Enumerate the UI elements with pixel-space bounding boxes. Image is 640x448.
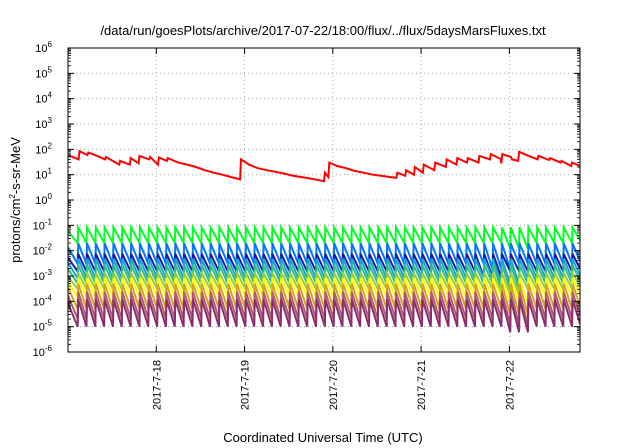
y-axis-label-main: protons/cm — [8, 199, 23, 263]
series-line-1 — [68, 149, 580, 183]
y-tick-exponent: -1 — [45, 217, 53, 226]
y-tick-exponent: 1 — [48, 167, 53, 176]
y-tick-exponent: 2 — [48, 141, 53, 150]
y-axis-label: protons/cm2-s-sr-MeV — [8, 137, 23, 263]
y-tick-label: 100 — [35, 192, 52, 207]
x-axis-label: Coordinated Universal Time (UTC) — [223, 430, 422, 445]
y-axis-label-tail: -s-sr-MeV — [8, 137, 23, 194]
y-tick-base: 10 — [35, 68, 47, 80]
chart-title: /data/run/goesPlots/archive/2017-07-22/1… — [100, 23, 546, 38]
y-tick-exponent: 0 — [48, 192, 53, 201]
y-tick-label: 101 — [35, 167, 52, 182]
x-tick-label: 2017-7-22 — [504, 360, 516, 410]
x-tick-label: 2017-7-19 — [240, 360, 252, 410]
y-tick-label: 103 — [35, 116, 52, 131]
y-tick-base: 10 — [33, 347, 45, 359]
y-tick-exponent: -5 — [45, 319, 53, 328]
y-tick-base: 10 — [33, 322, 45, 334]
y-tick-base: 10 — [35, 43, 47, 55]
y-tick-base: 10 — [33, 220, 45, 232]
series-line-2 — [68, 223, 580, 250]
series-layer — [68, 149, 580, 333]
y-tick-base: 10 — [33, 271, 45, 283]
y-tick-label: 10-5 — [33, 319, 53, 334]
y-tick-label: 106 — [35, 40, 52, 55]
x-tick-labels: 2017-7-18 2017-7-19 2017-7-20 2017-7-21 2017… — [151, 360, 516, 410]
y-tick-label: 10-3 — [33, 268, 53, 283]
y-tick-exponent: -6 — [45, 344, 53, 353]
y-tick-label: 104 — [35, 91, 52, 106]
y-tick-label: 105 — [35, 65, 52, 80]
y-axis-label-superscript: 2 — [8, 194, 17, 199]
y-tick-label: 102 — [35, 141, 52, 156]
y-tick-labels: 10-610-510-410-310-210-11001011021031041… — [33, 40, 53, 359]
y-tick-exponent: -3 — [45, 268, 53, 277]
ticks — [68, 47, 580, 353]
y-tick-label: 10-6 — [33, 344, 53, 359]
y-tick-base: 10 — [35, 144, 47, 156]
y-tick-base: 10 — [35, 195, 47, 207]
x-tick-label: 2017-7-21 — [416, 360, 428, 410]
x-tick-label: 2017-7-18 — [151, 360, 163, 410]
y-tick-label: 10-1 — [33, 217, 53, 232]
y-tick-exponent: -4 — [45, 293, 53, 302]
y-tick-base: 10 — [33, 246, 45, 258]
y-tick-exponent: 6 — [48, 40, 53, 49]
y-tick-base: 10 — [33, 296, 45, 308]
y-tick-base: 10 — [35, 94, 47, 106]
y-tick-base: 10 — [35, 119, 47, 131]
y-tick-label: 10-4 — [33, 293, 53, 308]
y-tick-exponent: 3 — [48, 116, 53, 125]
y-tick-exponent: -2 — [45, 243, 53, 252]
y-tick-base: 10 — [35, 170, 47, 182]
y-tick-label: 10-2 — [33, 243, 53, 258]
y-tick-exponent: 4 — [48, 91, 53, 100]
series-line-11 — [68, 299, 580, 333]
y-tick-exponent: 5 — [48, 65, 53, 74]
x-tick-label: 2017-7-20 — [328, 360, 340, 410]
